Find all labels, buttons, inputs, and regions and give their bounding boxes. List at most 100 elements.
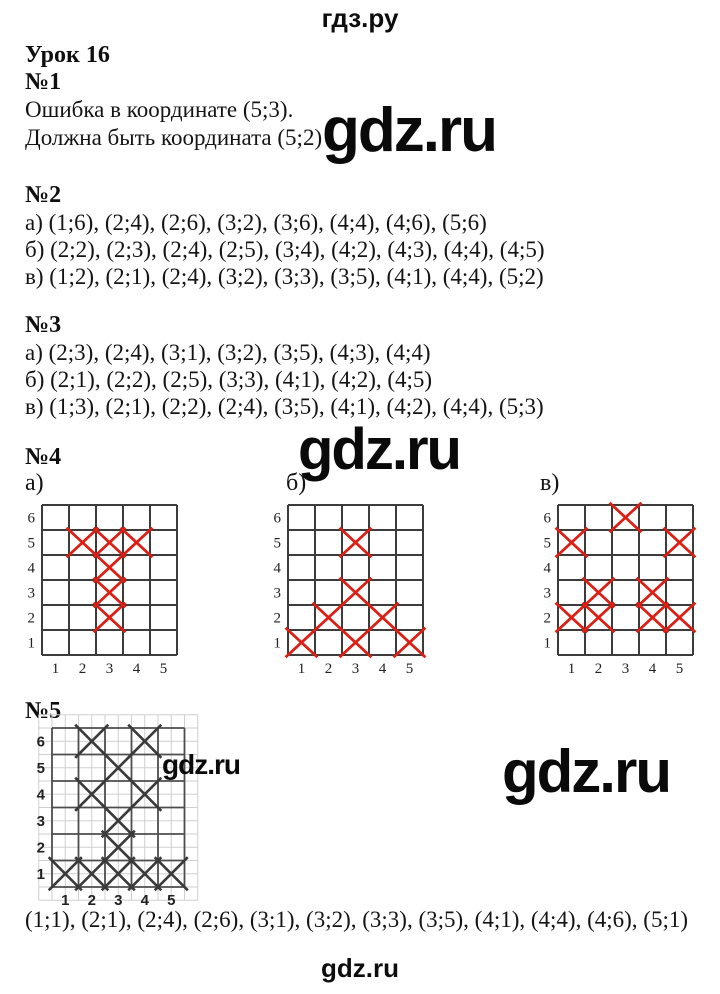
task2-label: №2	[25, 182, 62, 208]
coordinate-list: (2;2), (2;3), (2;4), (2;5), (3;4), (4;2)…	[50, 237, 545, 262]
axis-label: 3	[106, 661, 114, 677]
axis-label: 4	[141, 892, 150, 909]
axis-label: 6	[37, 733, 45, 750]
task5-label: №5	[25, 698, 62, 724]
axis-label: 4	[544, 561, 552, 577]
x-mark	[338, 626, 373, 659]
axis-label: 2	[79, 661, 87, 677]
task3-label: №3	[25, 312, 62, 338]
axis-label: 3	[37, 813, 45, 830]
axis-label: 5	[274, 536, 282, 552]
coordinate-list: (1;6), (2;4), (2;6), (3;2), (3;6), (4;4)…	[48, 210, 487, 235]
x-mark	[635, 601, 670, 634]
x-mark	[284, 626, 319, 659]
task3-line-b: б) (2;1), (2;2), (2;5), (3;3), (4;1), (4…	[25, 367, 432, 393]
axis-label: 2	[595, 661, 603, 677]
x-mark	[365, 601, 400, 634]
list-prefix: а)	[25, 340, 43, 365]
task4-grid-a-svg: 1 2 3 4 5 6 1 2 3 4 5	[28, 504, 178, 677]
x-mark	[581, 601, 616, 634]
list-prefix: в)	[25, 394, 44, 419]
axis-label: 4	[649, 661, 657, 677]
coordinate-list: (2;1), (2;2), (2;5), (3;3), (4;1), (4;2)…	[50, 367, 433, 392]
axis-label: 2	[274, 611, 282, 627]
task4-grid-v: 1 2 3 4 5 6 1 2 3 4 5	[541, 497, 700, 679]
task3-line-v: в) (1;3), (2;1), (2;2), (2;4), (3;5), (4…	[25, 394, 544, 420]
task5-answer: (1;1), (2;1), (2;4), (2;6), (3;1), (3;2)…	[25, 907, 689, 932]
task4-label: №4	[25, 444, 62, 470]
x-mark	[92, 576, 127, 609]
axis-label: 1	[274, 636, 282, 652]
axis-label: 4	[133, 661, 141, 677]
x-mark	[338, 576, 373, 609]
task2-line-v: в) (1;2), (2;1), (2;4), (3;2), (3;3), (3…	[25, 264, 544, 290]
x-mark	[127, 856, 163, 892]
x-mark	[100, 856, 136, 892]
x-mark	[127, 776, 163, 812]
axis-label: 4	[379, 661, 387, 677]
site-logo-header: гдз.ру	[321, 3, 399, 33]
axis-label: 5	[167, 892, 175, 909]
task4-grid-b: 1 2 3 4 5 6 1 2 3 4 5	[271, 497, 430, 679]
x-mark	[74, 723, 110, 759]
x-mark	[662, 526, 697, 559]
axis-label: 6	[28, 511, 36, 527]
task1-line1: Ошибка в координате (5;3).	[25, 97, 294, 122]
axis-label: 6	[544, 511, 552, 527]
task1-label: №1	[25, 69, 62, 95]
axis-label: 5	[406, 661, 414, 677]
list-prefix: а)	[25, 210, 43, 235]
axis-label: 1	[61, 892, 69, 909]
axis-label: 2	[325, 661, 333, 677]
watermark-gdz-4: gdz.ru	[502, 738, 672, 805]
task4-grid-a: 1 2 3 4 5 6 1 2 3 4 5	[25, 497, 184, 679]
axis-label: 2	[88, 892, 96, 909]
axis-label: 3	[352, 661, 360, 677]
x-mark	[153, 856, 189, 892]
x-mark	[581, 576, 616, 609]
list-prefix: б)	[25, 237, 45, 262]
axis-label: 1	[568, 661, 576, 677]
axis-label: 1	[544, 636, 552, 652]
task4-sublabel-a: а)	[25, 470, 44, 496]
axis-label: 4	[274, 561, 282, 577]
watermark-gdz-1: gdz.ru	[322, 96, 498, 165]
axis-label: 6	[274, 511, 282, 527]
axis-label: 3	[114, 892, 122, 909]
x-mark	[338, 526, 373, 559]
axis-label: 5	[676, 661, 684, 677]
axis-label: 3	[622, 661, 630, 677]
x-mark	[392, 626, 427, 659]
task1-line2: Должна быть координата (5;2)	[25, 125, 323, 150]
watermark-gdz-2: gdz.ru	[298, 417, 462, 482]
site-logo-footer: gdz.ru	[321, 953, 399, 983]
x-mark	[92, 551, 127, 584]
axis-label: 2	[37, 839, 45, 856]
coordinate-list: (2;3), (2;4), (3;1), (3;2), (3;5), (4;3)…	[48, 340, 431, 365]
axis-label: 3	[28, 586, 36, 602]
list-prefix: в)	[25, 264, 44, 289]
axis-label: 2	[544, 611, 552, 627]
x-mark	[662, 601, 697, 634]
x-mark	[100, 829, 136, 865]
task3-line-a: а) (2;3), (2;4), (3;1), (3;2), (3;5), (4…	[25, 340, 431, 366]
axis-label: 1	[52, 661, 60, 677]
task4-sublabel-b: б)	[286, 470, 307, 496]
task4-grid-b-svg: 1 2 3 4 5 6 1 2 3 4 5	[274, 504, 427, 677]
x-mark	[635, 576, 670, 609]
axis-label: 5	[160, 661, 168, 677]
x-mark	[127, 723, 163, 759]
x-mark	[119, 526, 154, 559]
axis-label: 2	[28, 611, 36, 627]
axis-label: 1	[298, 661, 306, 677]
axis-label: 3	[544, 586, 552, 602]
x-mark	[608, 501, 643, 534]
axis-label: 4	[28, 561, 36, 577]
x-mark	[92, 526, 127, 559]
axis-label: 1	[37, 866, 45, 883]
task2-line-a: а) (1;6), (2;4), (2;6), (3;2), (3;6), (4…	[25, 210, 487, 236]
x-mark	[47, 856, 83, 892]
